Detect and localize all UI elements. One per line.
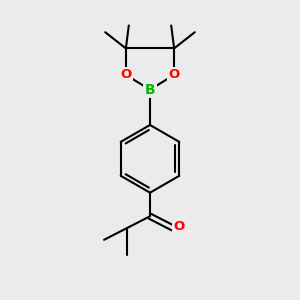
Text: O: O	[120, 68, 131, 81]
Text: O: O	[174, 220, 185, 233]
Text: B: B	[145, 82, 155, 97]
Text: O: O	[169, 68, 180, 81]
